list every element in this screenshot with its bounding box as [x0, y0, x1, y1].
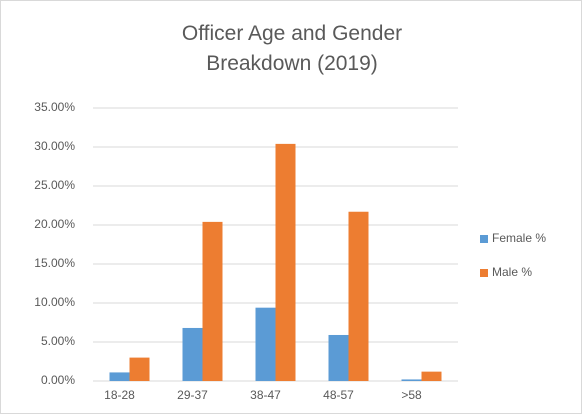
x-tick-label: 29-37 [177, 388, 208, 402]
x-tick-label: >58 [401, 388, 422, 402]
bar [401, 379, 422, 381]
y-tick-label: 25.00% [34, 178, 75, 192]
bar [202, 221, 223, 381]
y-tick-label: 0.00% [41, 373, 75, 387]
bar [109, 372, 130, 381]
y-tick-label: 5.00% [41, 334, 75, 348]
y-tick-label: 10.00% [34, 295, 75, 309]
chart-title: Officer Age and Gender Breakdown (2019) [181, 22, 403, 75]
x-tick-label: 48-57 [323, 388, 354, 402]
y-tick-label: 30.00% [34, 139, 75, 153]
bar [275, 143, 296, 381]
bar [182, 327, 203, 381]
y-tick-label: 20.00% [34, 217, 75, 231]
bar [421, 371, 442, 381]
bar [348, 211, 369, 381]
bar [129, 357, 150, 381]
bar [255, 307, 276, 381]
legend-label: Male % [492, 265, 532, 279]
legend-label: Female % [492, 231, 546, 245]
x-tick-label: 18-28 [104, 388, 135, 402]
legend-swatch [480, 269, 488, 277]
y-tick-label: 15.00% [34, 256, 75, 270]
bar [328, 334, 349, 381]
legend-swatch [480, 235, 488, 243]
x-tick-label: 38-47 [250, 388, 281, 402]
y-tick-label: 35.00% [34, 100, 75, 114]
